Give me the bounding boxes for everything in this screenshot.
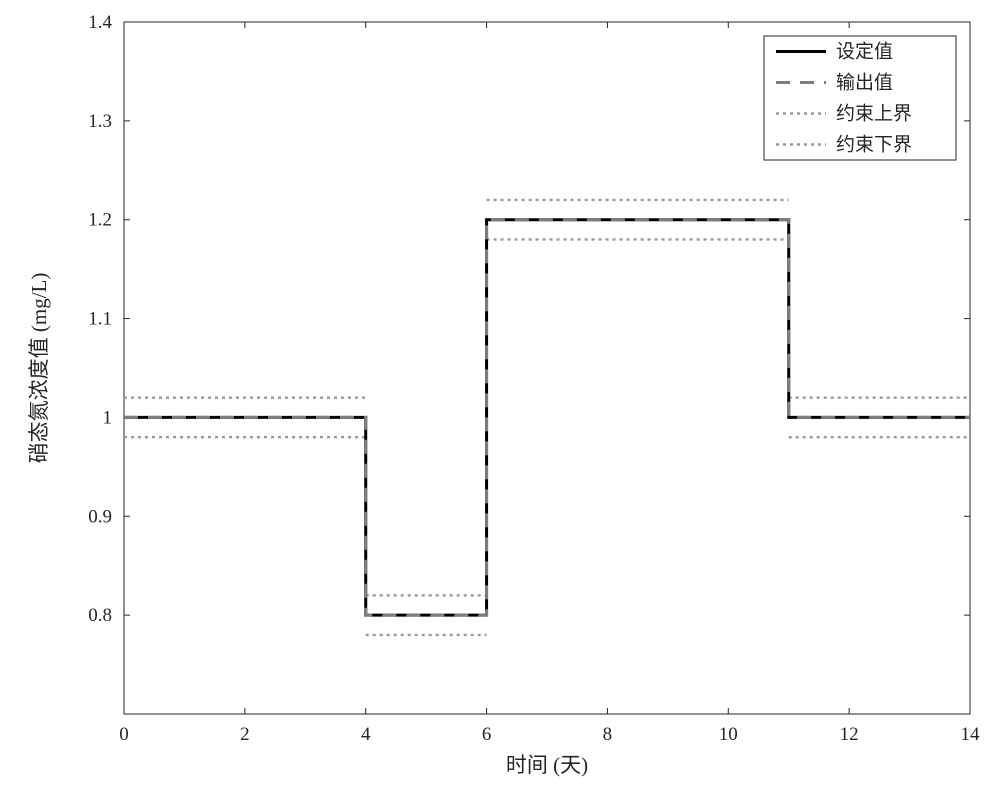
y-tick-label: 1.3 (88, 111, 112, 132)
x-tick-label: 2 (240, 724, 250, 745)
x-tick-label: 4 (361, 724, 371, 745)
legend-label: 约束下界 (836, 134, 912, 156)
x-tick-label: 0 (119, 724, 129, 745)
y-tick-label: 1.4 (88, 12, 112, 33)
legend-label: 输出值 (836, 72, 893, 94)
nitrate-concentration-chart: 0 2 4 6 8 10 12 14 0.8 0.9 1 1.1 1.2 1.3 1.4 时间 (天) 硝态氮浓… (0, 0, 1000, 809)
x-tick-label: 12 (840, 724, 859, 745)
y-tick-label: 0.8 (88, 605, 112, 626)
x-tick-label: 10 (719, 724, 738, 745)
legend-label: 约束上界 (836, 103, 912, 125)
x-axis-label: 时间 (天) (506, 753, 588, 777)
y-tick-label: 0.9 (88, 506, 112, 527)
legend-label: 设定值 (836, 41, 893, 63)
y-tick-label: 1.2 (88, 210, 112, 231)
y-tick-label: 1 (103, 407, 113, 428)
y-tick-label: 1.1 (88, 309, 112, 330)
y-axis-label: 硝态氮浓度值 (mg/L) (27, 273, 51, 464)
x-tick-label: 6 (482, 724, 492, 745)
x-tick-label: 14 (961, 724, 981, 745)
legend: 设定值输出值约束上界约束下界 (764, 36, 956, 160)
x-tick-label: 8 (603, 724, 613, 745)
